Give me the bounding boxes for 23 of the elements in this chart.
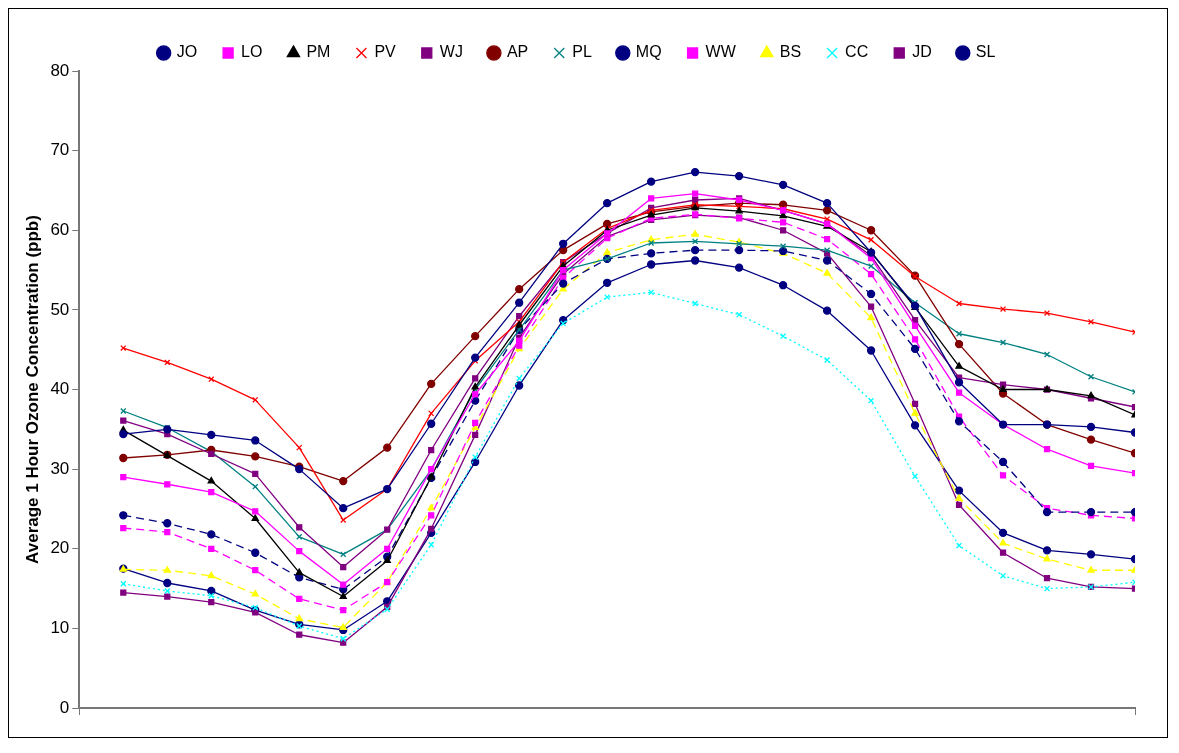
legend-label: PL [572, 43, 592, 61]
legend-label: WJ [439, 43, 463, 61]
legend-label: PV [374, 43, 397, 61]
legend-label: BS [779, 43, 802, 61]
y-tick-label: 50 [50, 299, 70, 319]
y-tick-label: 10 [50, 618, 70, 638]
legend-label: PM [306, 43, 331, 61]
y-tick-label: 80 [50, 60, 70, 80]
legend-label: JD [912, 43, 932, 61]
y-tick-label: 20 [50, 538, 70, 558]
y-tick-label: 0 [59, 697, 70, 717]
y-axis-title: Average 1 Hour Ozone Concentration (ppb) [22, 215, 42, 564]
legend-label: CC [845, 43, 869, 61]
legend-label: SL [975, 43, 996, 61]
y-tick-label: 30 [50, 458, 70, 478]
legend-label: MQ [635, 43, 662, 61]
legend-label: AP [506, 43, 529, 61]
y-tick-label: 40 [50, 379, 70, 399]
y-tick-label: 70 [50, 140, 70, 160]
legend-label: LO [241, 43, 263, 61]
legend-label: WW [705, 43, 737, 61]
legend-label: JO [176, 43, 198, 61]
y-tick-label: 60 [50, 219, 70, 239]
